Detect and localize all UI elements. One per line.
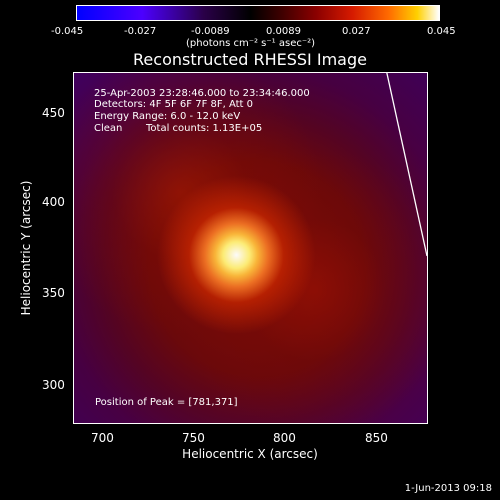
annotation-detectors: Detectors: 4F 5F 6F 7F 8F, Att 0 (94, 99, 254, 110)
x-axis-label: Heliocentric X (arcsec) (182, 447, 318, 461)
y-axis-label: Heliocentric Y (arcsec) (19, 180, 33, 316)
annotation-peak-position: Position of Peak = [781,371] (95, 397, 238, 408)
colorbar-tick-label: 0.027 (342, 26, 371, 37)
limb-line-layer (386, 73, 427, 257)
heatmap-image (74, 73, 427, 423)
colorbar-tick-label: -0.0089 (191, 26, 230, 37)
colorbar-units-label: (photons cm⁻² s⁻¹ asec⁻²) (186, 38, 316, 49)
render-timestamp: 1-Jun-2013 09:18 (404, 483, 492, 494)
annotation-energy-range: Energy Range: 6.0 - 12.0 keV (94, 111, 241, 122)
annotation-total-counts: Total counts: 1.13E+05 (146, 123, 263, 134)
x-tick-label: 750 (182, 431, 205, 445)
solar-limb-line (386, 73, 427, 257)
annotation-time-range: 25-Apr-2003 23:28:46.000 to 23:34:46.000 (94, 88, 310, 99)
colorbar (76, 5, 440, 21)
colorbar-tick-label: -0.045 (51, 26, 84, 37)
colorbar-tick-label: -0.027 (124, 26, 157, 37)
x-tick-label: 850 (365, 431, 388, 445)
x-tick-label: 800 (273, 431, 296, 445)
y-tick-label: 300 (42, 378, 65, 392)
chart-title: Reconstructed RHESSI Image (133, 50, 367, 69)
image-plot-area (73, 72, 428, 424)
colorbar-tick-label: 0.0089 (266, 26, 301, 37)
annotation-method: Clean (94, 123, 123, 134)
y-tick-label: 400 (42, 195, 65, 209)
colorbar-tick-label: 0.045 (427, 26, 456, 37)
y-tick-label: 450 (42, 106, 65, 120)
y-tick-label: 350 (42, 286, 65, 300)
x-tick-label: 700 (91, 431, 114, 445)
